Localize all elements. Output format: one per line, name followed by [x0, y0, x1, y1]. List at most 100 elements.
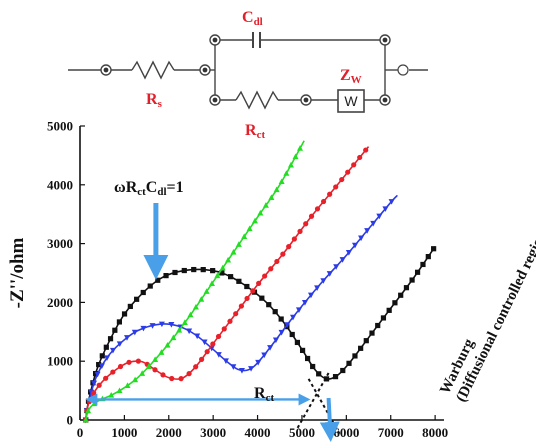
data-point: [94, 371, 101, 378]
data-point: [168, 322, 175, 328]
data-point: [116, 341, 123, 347]
data-point: [278, 329, 285, 336]
data-point: [186, 328, 193, 335]
data-point: [158, 349, 165, 355]
data-point: [116, 387, 123, 394]
data-point: [135, 358, 141, 364]
data-point: [208, 280, 215, 286]
data-point: [274, 258, 280, 265]
data-point: [248, 366, 255, 372]
data-point: [262, 202, 269, 208]
data-point: [295, 307, 302, 313]
rct-circuit-label: Rct: [245, 122, 265, 141]
x-tick-label: 2000: [156, 425, 182, 440]
x-tick-label: 1000: [111, 425, 137, 440]
y-tick-label: 0: [67, 413, 74, 428]
data-point: [238, 303, 245, 309]
data-point: [272, 309, 278, 315]
data-point: [352, 242, 359, 249]
data-point: [369, 330, 375, 336]
data-point: [314, 206, 321, 212]
data-point: [304, 355, 311, 362]
data-point: [250, 288, 256, 294]
data-point: [85, 407, 92, 414]
x-tick-label: 8000: [422, 425, 448, 440]
data-point: [375, 322, 381, 329]
data-point: [326, 271, 333, 277]
data-point: [339, 176, 345, 183]
data-point: [110, 369, 116, 375]
data-point: [172, 269, 178, 276]
data-point: [346, 360, 352, 366]
data-point: [363, 147, 369, 153]
data-point: [358, 235, 365, 242]
data-point: [340, 367, 346, 374]
data-point: [186, 371, 192, 377]
data-point: [163, 273, 169, 279]
data-point: [363, 338, 369, 344]
data-point: [155, 277, 161, 283]
data-point: [284, 322, 291, 328]
data-point: [147, 283, 153, 289]
y-tick-label: 3000: [47, 236, 73, 251]
data-point: [219, 264, 226, 271]
data-point: [267, 345, 274, 351]
data-point: [149, 323, 156, 329]
data-point: [241, 233, 248, 239]
data-point: [104, 355, 111, 361]
data-point: [307, 292, 314, 299]
data-point: [323, 376, 330, 382]
data-point: [199, 356, 205, 362]
data-point: [99, 353, 105, 359]
data-point: [273, 186, 280, 193]
data-point: [351, 162, 357, 168]
data-point: [194, 333, 201, 340]
data-point: [370, 220, 377, 227]
data-point: [181, 267, 187, 274]
data-point: [286, 244, 292, 250]
data-point: [233, 311, 239, 317]
circuit-nodes: [100, 34, 409, 106]
data-point: [225, 256, 232, 263]
y-tick-label: 2000: [47, 295, 73, 310]
zw-label: ZW: [340, 67, 362, 86]
data-point: [256, 280, 262, 286]
data-point: [200, 267, 206, 273]
xintercept-arrow: [319, 397, 340, 442]
data-point: [287, 161, 294, 168]
data-point: [152, 367, 158, 373]
data-point: [301, 299, 308, 306]
omega-annotation: ωRctCdl=1: [114, 179, 184, 198]
data-point: [176, 326, 183, 333]
data-point: [339, 257, 346, 263]
circuit-labels: Cdl Rs Rct ZW: [146, 9, 362, 141]
data-point: [158, 321, 165, 328]
data-point: [221, 326, 227, 332]
data-point: [235, 241, 242, 247]
data-point: [121, 311, 128, 317]
y-tick-label: 5000: [47, 119, 73, 134]
data-point: [192, 303, 199, 310]
data-point: [132, 376, 139, 383]
y-tick-label: 4000: [47, 177, 73, 192]
data-point: [431, 246, 437, 252]
data-point: [112, 327, 118, 333]
equivalent-circuit: [68, 32, 428, 113]
data-point: [308, 213, 315, 219]
data-point: [257, 209, 264, 216]
data-point: [386, 307, 392, 313]
data-point: [376, 213, 383, 220]
data-point: [414, 269, 421, 275]
rct-resistor: [235, 90, 279, 110]
series-1: [82, 194, 398, 424]
data-point: [107, 336, 114, 342]
data-point: [96, 382, 102, 388]
x-tick-label: 5000: [289, 425, 315, 440]
data-point: [215, 333, 222, 340]
data-point: [117, 363, 124, 370]
dotted-extrapolation: [296, 372, 330, 429]
data-point: [278, 316, 284, 322]
data-point: [262, 273, 268, 279]
data-point: [127, 303, 133, 310]
